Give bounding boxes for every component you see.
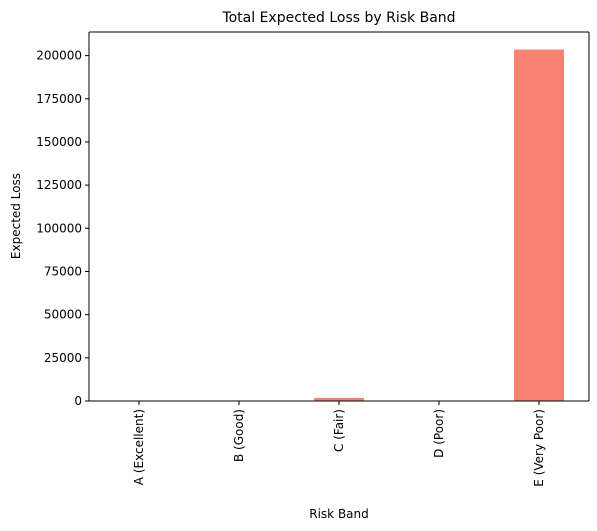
x-tick-label: D (Poor)	[432, 409, 446, 458]
y-axis-ticks: 0 25000 50000 75000 100000 125000 150000 175000…	[36, 49, 89, 408]
y-tick-label: 150000	[36, 135, 82, 149]
y-tick-label: 100000	[36, 221, 82, 235]
bars	[314, 49, 564, 401]
x-axis-label: Risk Band	[309, 507, 369, 521]
y-tick-label: 50000	[44, 308, 82, 322]
y-axis-label: Expected Loss	[9, 173, 23, 259]
x-tick-label: A (Excellent)	[132, 409, 146, 485]
y-tick-label: 75000	[44, 264, 82, 278]
x-axis-ticks: A (Excellent) B (Good) C (Fair) D (Poor) E (…	[132, 401, 546, 487]
x-tick-label: B (Good)	[232, 409, 246, 462]
chart-title: Total Expected Loss by Risk Band	[221, 10, 455, 26]
x-tick-label: C (Fair)	[332, 409, 346, 452]
x-tick-label: E (Very Poor)	[532, 409, 546, 487]
y-tick-label: 125000	[36, 178, 82, 192]
y-tick-label: 200000	[36, 49, 82, 63]
bar	[314, 397, 364, 401]
y-tick-label: 175000	[36, 92, 82, 106]
y-tick-label: 25000	[44, 351, 82, 365]
y-tick-label: 0	[74, 394, 82, 408]
bar	[514, 49, 564, 401]
